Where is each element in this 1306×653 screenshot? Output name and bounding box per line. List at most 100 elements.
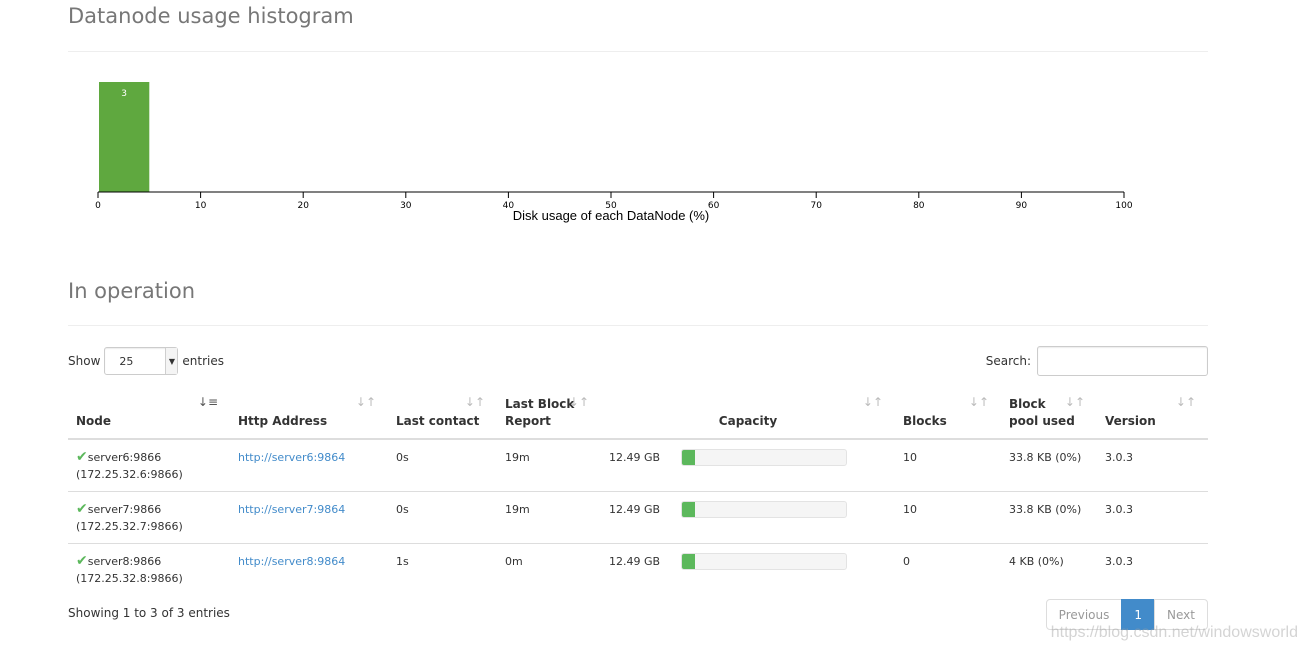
divider [68, 51, 1208, 52]
chevron-down-icon: ▼ [165, 348, 178, 374]
x-tick-label: 40 [503, 201, 515, 211]
x-tick-label: 70 [810, 201, 822, 211]
column-header-label: Http Address [238, 414, 328, 428]
column-header[interactable]: Version ↓↑ [1097, 390, 1208, 440]
check-icon: ✔ [76, 501, 88, 517]
node-ip: (172.25.32.7:9866) [76, 520, 183, 533]
column-header[interactable]: Last contact ↓↑ [388, 390, 497, 440]
node-name: server6:9866 [87, 451, 162, 464]
x-tick-label: 90 [1016, 201, 1028, 211]
x-tick-label: 50 [605, 201, 617, 211]
in-operation-title: In operation [68, 279, 196, 303]
blocks-cell: 10 [903, 451, 917, 464]
http-address-link[interactable]: http://server6:9864 [238, 451, 346, 464]
block-pool-used-cell: 33.8 KB (0%) [1009, 451, 1082, 464]
column-header-label: Node [76, 414, 112, 428]
table-row: ✔server8:9866 (172.25.32.8:9866) http://se… [68, 543, 1208, 595]
length-control: Show 25 ▼ entries [68, 346, 224, 376]
datanode-table: Node ↓≡ Http Address ↓↑ Last contact ↓↑ Last B… [68, 390, 1208, 595]
capacity-cell: 12.49 GB [601, 491, 895, 544]
node-ip: (172.25.32.6:9866) [76, 468, 183, 481]
next-button[interactable]: Next [1154, 599, 1208, 630]
capacity-value: 12.49 GB [609, 503, 661, 516]
capacity-bar [681, 449, 847, 466]
search-input[interactable] [1037, 346, 1208, 376]
capacity-cell: 12.49 GB [601, 543, 895, 595]
x-tick-label: 60 [708, 201, 720, 211]
node-cell: ✔server6:9866 (172.25.32.6:9866) [68, 439, 230, 492]
table-info: Showing 1 to 3 of 3 entries [68, 606, 230, 620]
capacity-bar-fill [682, 450, 696, 465]
blocks-cell: 0 [895, 543, 1001, 595]
block-pool-used-cell: 33.8 KB (0%) [1001, 491, 1097, 544]
last-contact-cell: 1s [388, 543, 497, 595]
last-contact-cell: 0s [396, 451, 409, 464]
column-header-label: Last contact [396, 414, 480, 428]
capacity-bar-fill [682, 502, 696, 517]
block-pool-used-cell: 4 KB (0%) [1001, 543, 1097, 595]
table-body: ✔server6:9866 (172.25.32.6:9866) http://se… [68, 439, 1208, 595]
x-tick-label: 0 [95, 201, 101, 211]
x-axis-label: Disk usage of each DataNode (%) [513, 208, 710, 223]
sort-both-icon: ↓↑ [355, 395, 376, 409]
column-header[interactable]: Block pool used ↓↑ [1001, 390, 1097, 440]
histogram-title: Datanode usage histogram [68, 4, 354, 28]
column-header-label: Capacity [718, 414, 778, 428]
sort-both-icon: ↓↑ [1064, 395, 1085, 409]
column-header[interactable]: Capacity ↓↑ [601, 390, 895, 440]
node-name: server7:9866 [87, 503, 162, 516]
capacity-bar [681, 501, 847, 518]
x-tick-label: 10 [195, 201, 207, 211]
histogram-bar [99, 82, 150, 192]
x-tick-label: 30 [400, 201, 412, 211]
search-control: Search: [986, 346, 1208, 376]
watermark: https://blog.csdn.net/windowsworld [1050, 624, 1298, 641]
previous-button[interactable]: Previous [1045, 599, 1123, 630]
x-tick-label: 100 [1115, 201, 1132, 211]
sort-both-icon: ↓↑ [1175, 395, 1196, 409]
x-tick-label: 80 [913, 201, 925, 211]
entries-select[interactable]: 25 ▼ [104, 347, 179, 375]
last-block-report-cell: 19m [505, 451, 530, 464]
node-cell: ✔server7:9866 (172.25.32.7:9866) [68, 491, 230, 544]
column-header-label: Version [1105, 414, 1156, 428]
capacity-bar [681, 553, 847, 570]
sort-both-icon: ↓↑ [568, 395, 589, 409]
table-header-row: Node ↓≡ Http Address ↓↑ Last contact ↓↑ Last B… [68, 390, 1208, 440]
column-header-label: Block pool used [1009, 397, 1075, 428]
divider [68, 325, 1208, 326]
capacity-value: 12.49 GB [609, 451, 661, 464]
blocks-cell: 10 [895, 491, 1001, 544]
sort-both-icon: ↓↑ [968, 395, 989, 409]
capacity-cell: 12.49 GB [601, 439, 895, 492]
column-header-label: Last Block Report [505, 397, 575, 428]
capacity-bar-fill [682, 554, 696, 569]
node-name: server8:9866 [87, 555, 162, 568]
column-header[interactable]: Node ↓≡ [68, 390, 230, 440]
entries-label: entries [182, 354, 224, 368]
node-ip: (172.25.32.8:9866) [76, 572, 183, 585]
http-address-link[interactable]: http://server8:9864 [238, 555, 346, 568]
column-header[interactable]: Http Address ↓↑ [230, 390, 388, 440]
search-label: Search: [985, 354, 1031, 368]
column-header-label: Blocks [903, 414, 947, 428]
entries-value: 25 [119, 354, 134, 368]
version-cell: 3.0.3 [1105, 451, 1133, 464]
x-tick-label: 20 [297, 201, 309, 211]
show-label: Show [68, 354, 101, 368]
http-cell: http://server7:9864 [230, 491, 388, 544]
http-cell: http://server8:9864 [230, 543, 388, 595]
table-row: ✔server7:9866 (172.25.32.7:9866) http://se… [68, 491, 1208, 544]
check-icon: ✔ [76, 449, 88, 465]
http-address-link[interactable]: http://server7:9864 [238, 503, 346, 516]
column-header[interactable]: Last Block Report ↓↑ [497, 390, 601, 440]
bar-count-label: 3 [121, 89, 127, 99]
node-cell: ✔server8:9866 (172.25.32.8:9866) [68, 543, 230, 595]
last-block-report-cell: 19m [497, 491, 601, 544]
sort-both-icon: ↓↑ [862, 395, 883, 409]
table-row: ✔server6:9866 (172.25.32.6:9866) http://se… [68, 439, 1208, 492]
column-header[interactable]: Blocks ↓↑ [895, 390, 1001, 440]
http-cell: http://server6:9864 [230, 439, 388, 492]
sort-asc-icon: ↓≡ [197, 395, 218, 409]
